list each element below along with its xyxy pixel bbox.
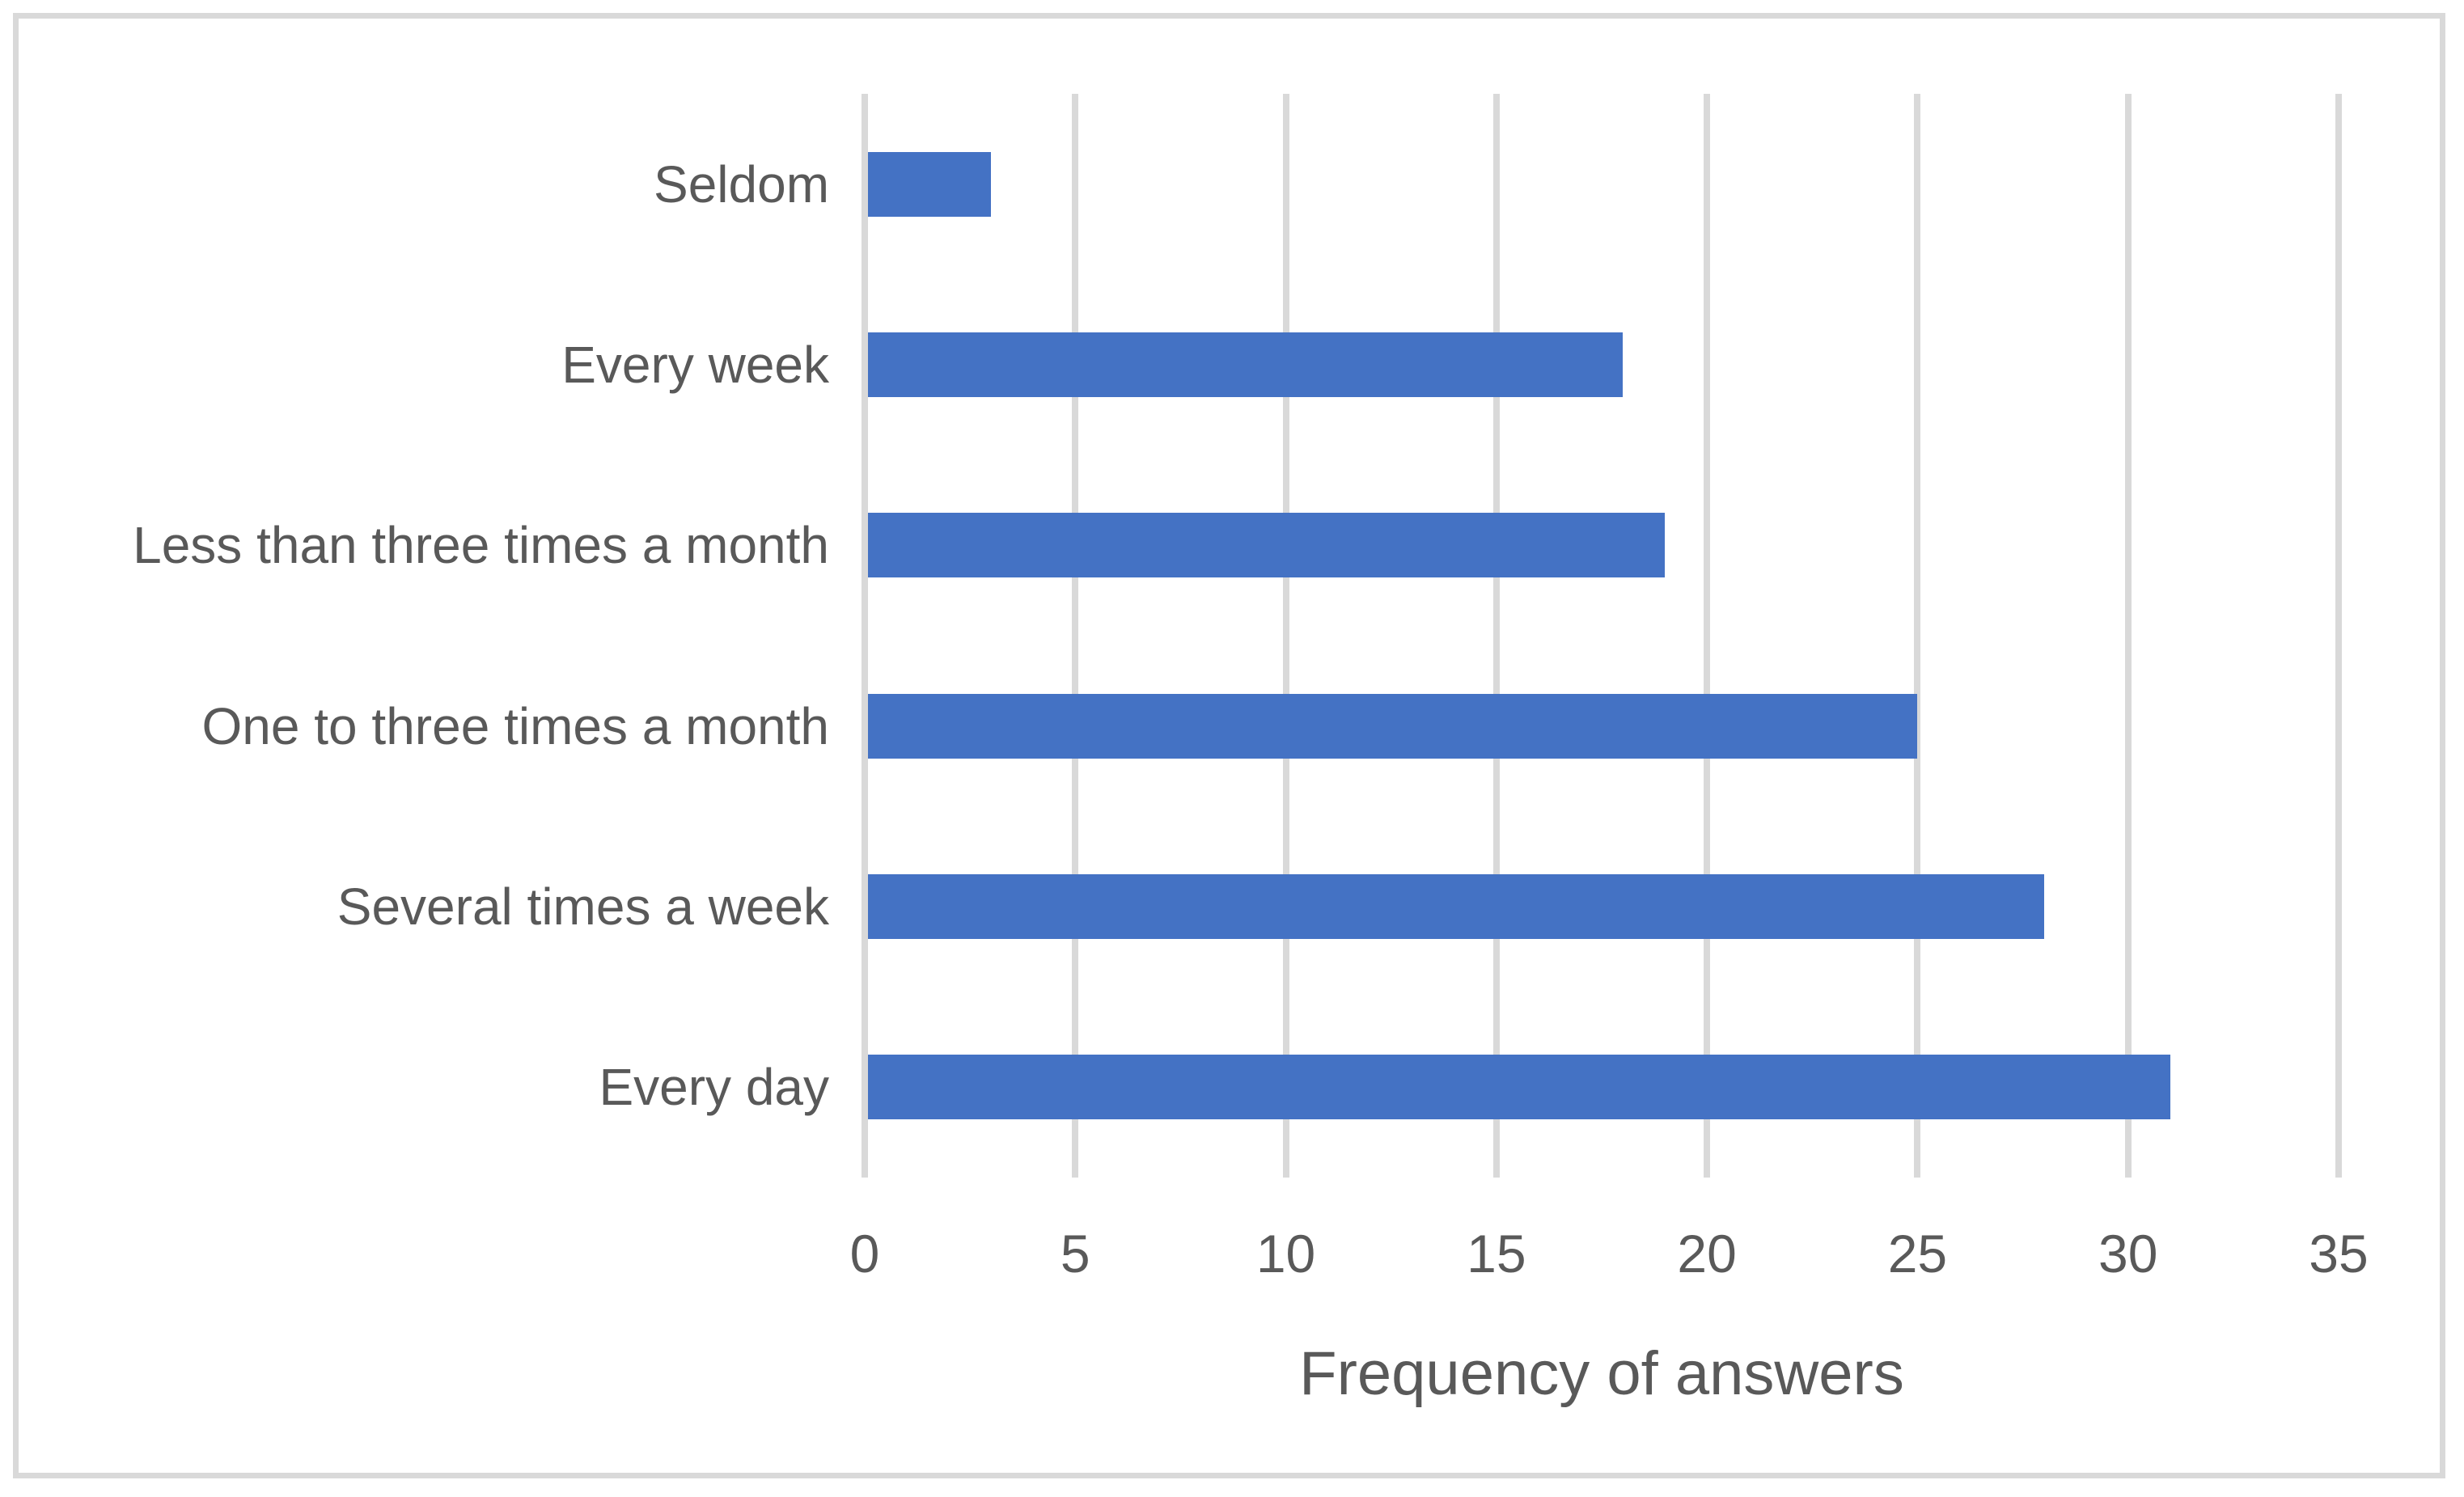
category-label-4: Several times a week [337, 877, 829, 936]
category-label-0: Seldom [654, 154, 829, 214]
x-tick-label-10: 10 [1255, 1224, 1316, 1283]
bar-1 [868, 332, 1624, 397]
x-tick-label-0: 0 [849, 1224, 880, 1283]
x-tick-label-15: 15 [1467, 1224, 1526, 1283]
bar-0 [868, 151, 992, 217]
bar-3 [868, 693, 1918, 759]
x-tick-label-20: 20 [1677, 1224, 1737, 1283]
plot-area [862, 94, 2342, 1178]
category-label-1: Every week [561, 336, 829, 394]
gridline-x-15 [1492, 94, 1500, 1178]
bar-5 [868, 1055, 2170, 1120]
gridline-x-5 [1072, 94, 1079, 1178]
bar-4 [868, 874, 2044, 939]
gridline-x-20 [1704, 94, 1711, 1178]
x-tick-label-25: 25 [1887, 1224, 1948, 1283]
x-tick-label-30: 30 [2098, 1224, 2158, 1283]
category-label-2: Less than three times a month [133, 516, 829, 575]
gridline-x-10 [1282, 94, 1289, 1178]
gridline-x-35 [2335, 94, 2342, 1178]
x-tick-label-35: 35 [2309, 1224, 2369, 1283]
gridline-x-0 [862, 94, 868, 1178]
gridline-x-30 [2124, 94, 2132, 1178]
bar-2 [868, 513, 1666, 578]
x-axis-title: Frequency of answers [1299, 1339, 1904, 1408]
gridline-x-25 [1914, 94, 1921, 1178]
category-label-5: Every day [599, 1058, 829, 1117]
x-tick-label-5: 5 [1060, 1224, 1090, 1283]
category-label-3: One to three times a month [201, 696, 830, 755]
